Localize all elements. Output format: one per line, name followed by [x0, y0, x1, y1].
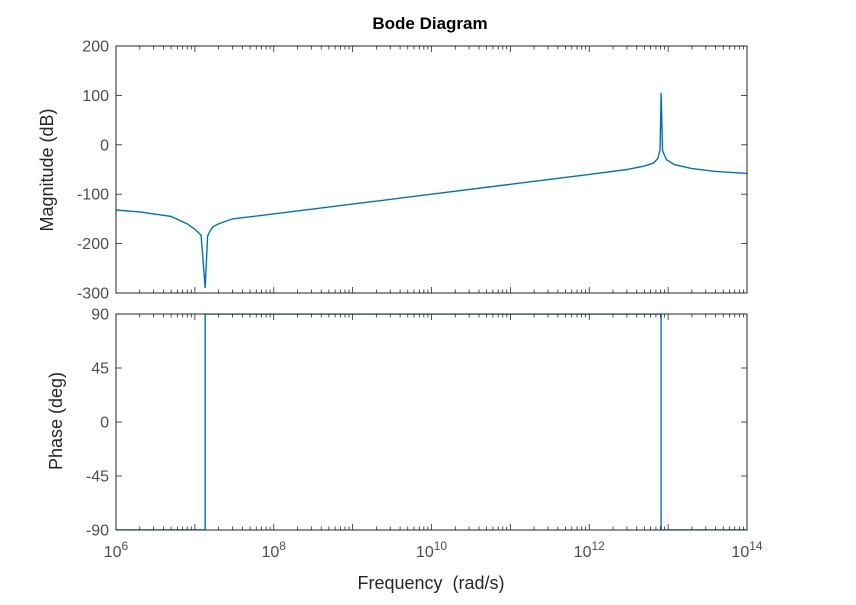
magnitude-y-tick-label: 0	[100, 137, 109, 154]
magnitude-y-tick-label: -100	[77, 187, 109, 204]
phase-panel: 90 45 0 -45 -90	[86, 307, 748, 540]
magnitude-axis-label: Magnitude (dB)	[37, 108, 57, 231]
magnitude-plot-area	[116, 46, 747, 293]
x-tick-labels: 106 108 1010 1012 1014	[104, 539, 763, 561]
phase-y-tick-label: 90	[91, 307, 109, 324]
magnitude-y-tick-label: -300	[77, 286, 109, 303]
x-axis-label: Frequency (rad/s)	[357, 573, 504, 593]
magnitude-y-tick-label: 100	[82, 88, 109, 105]
magnitude-panel: 200 100 0 -100 -200 -300	[77, 39, 748, 303]
chart-title: Bode Diagram	[372, 14, 487, 33]
phase-y-tick-label: -90	[86, 523, 109, 540]
x-tick-label: 108	[262, 539, 287, 561]
phase-y-tick-label: -45	[86, 469, 109, 486]
phase-plot-area	[116, 314, 747, 530]
magnitude-series-line	[116, 92, 747, 289]
x-tick-label: 1010	[416, 539, 447, 561]
x-tick-label: 106	[104, 539, 129, 561]
phase-axis-label: Phase (deg)	[46, 372, 66, 470]
phase-y-tick-label: 0	[100, 415, 109, 432]
magnitude-y-tick-label: -200	[77, 236, 109, 253]
magnitude-y-tick-label: 200	[82, 39, 109, 56]
phase-y-tick-label: 45	[91, 361, 109, 378]
x-tick-label: 1012	[574, 539, 605, 561]
x-tick-label: 1014	[731, 539, 762, 561]
